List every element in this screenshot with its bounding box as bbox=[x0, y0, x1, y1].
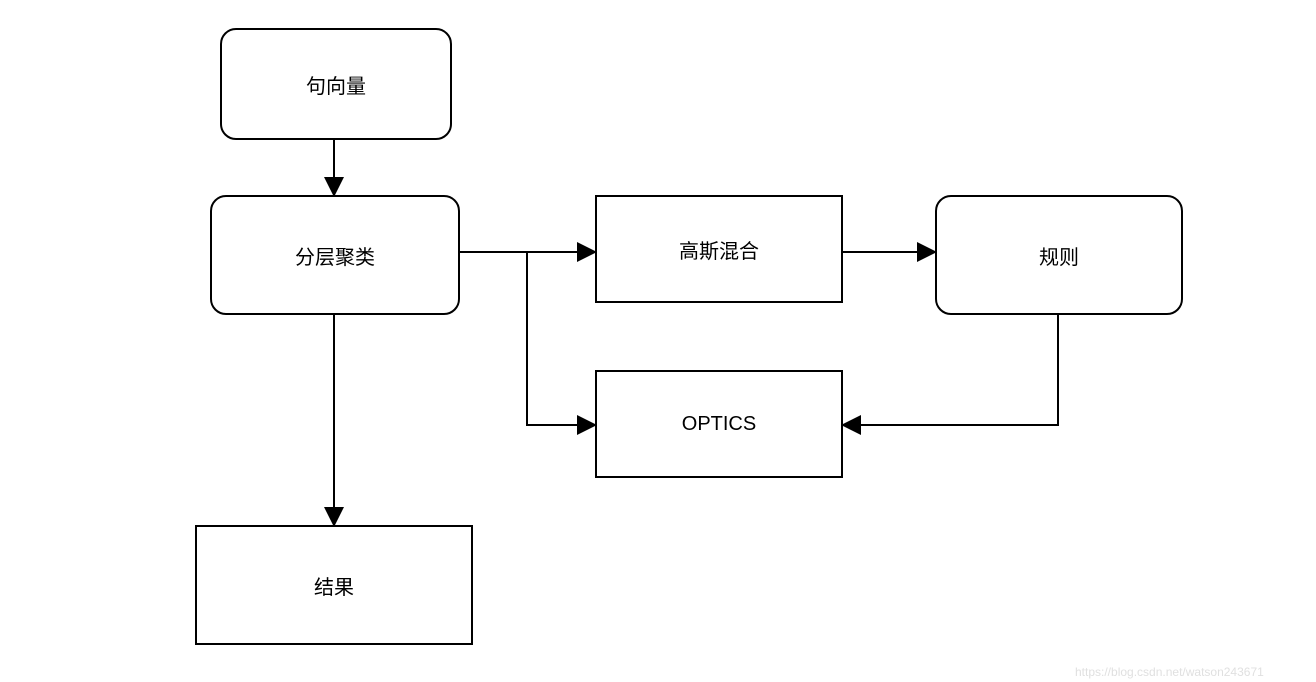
edge-hierarchical_clustering_branch-to-optics bbox=[527, 252, 595, 425]
node-label-optics: OPTICS bbox=[682, 413, 756, 436]
node-optics: OPTICS bbox=[595, 370, 843, 478]
node-hierarchical_clustering: 分层聚类 bbox=[210, 195, 460, 315]
edge-rules-to-optics bbox=[843, 315, 1058, 425]
node-gaussian_mixture: 高斯混合 bbox=[595, 195, 843, 303]
node-label-rules: 规则 bbox=[1039, 241, 1079, 270]
node-rules: 规则 bbox=[935, 195, 1183, 315]
node-result: 结果 bbox=[195, 525, 473, 645]
node-label-hierarchical_clustering: 分层聚类 bbox=[295, 241, 375, 270]
node-label-sentence_vector: 句向量 bbox=[306, 70, 366, 99]
node-label-result: 结果 bbox=[314, 571, 354, 600]
node-label-gaussian_mixture: 高斯混合 bbox=[679, 235, 759, 264]
watermark-text: https://blog.csdn.net/watson243671 bbox=[1075, 665, 1264, 679]
node-sentence_vector: 句向量 bbox=[220, 28, 452, 140]
